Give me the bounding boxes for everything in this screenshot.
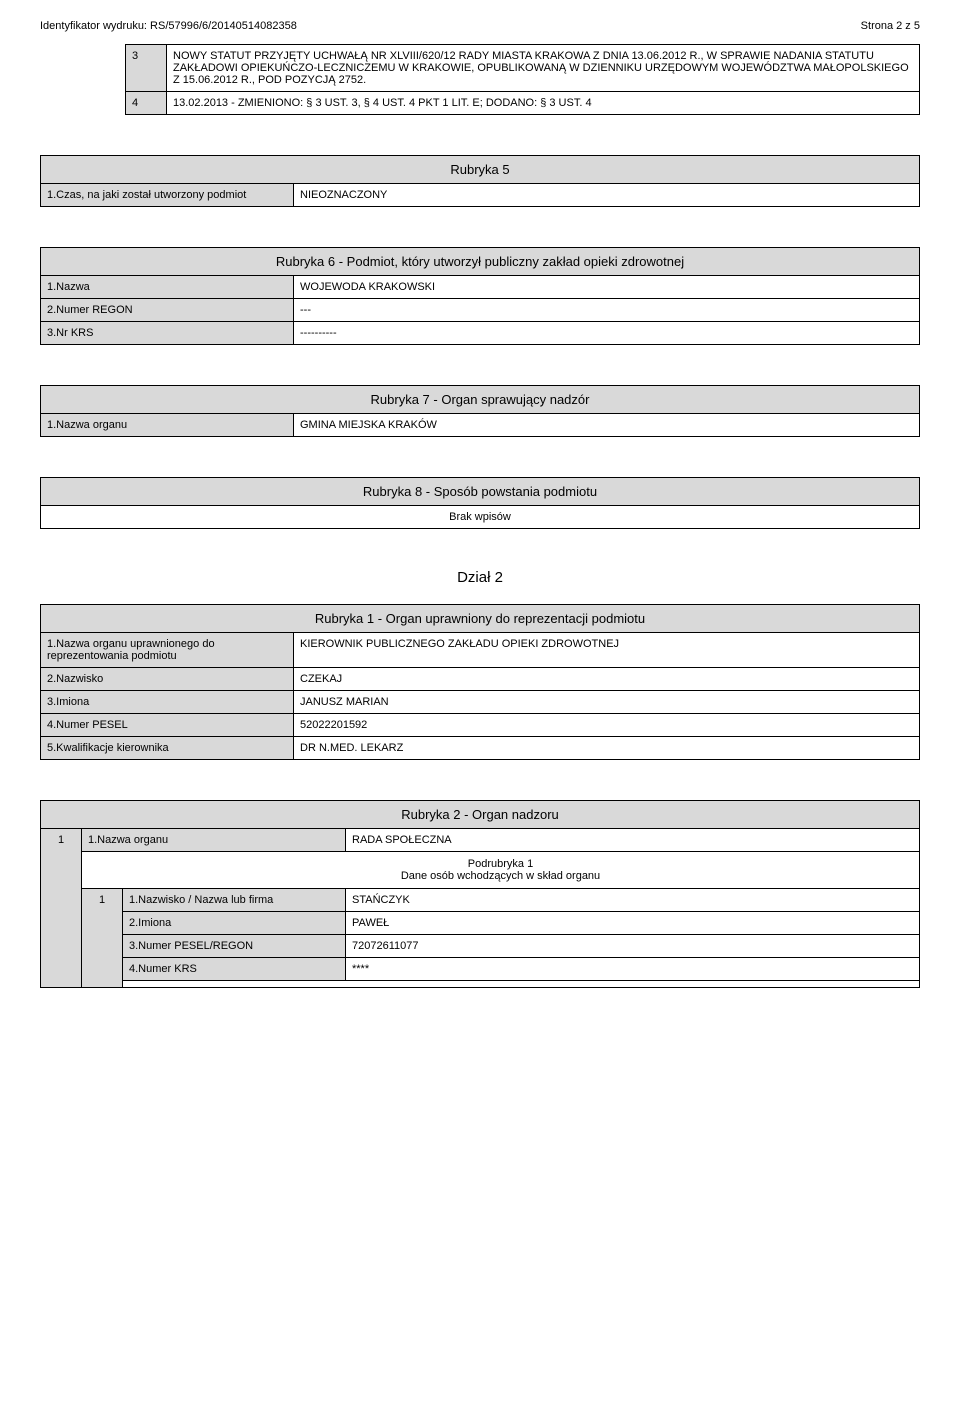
rubryka-title: Rubryka 1 - Organ uprawniony do reprezen… [41,605,920,633]
field-label: 2.Numer REGON [41,299,294,322]
field-label: 1.Nazwa organu [82,829,346,852]
field-value: ---------- [294,322,920,345]
field-label: 1.Nazwa organu uprawnionego do reprezent… [41,633,294,668]
field-value: GMINA MIEJSKA KRAKÓW [294,414,920,437]
field-value: NIEOZNACZONY [294,184,920,207]
rubryka7-table: Rubryka 7 - Organ sprawujący nadzór 1.Na… [40,385,920,437]
rubryka-title: Rubryka 2 - Organ nadzoru [41,801,920,829]
field-label: 4.Numer PESEL [41,714,294,737]
field-value: JANUSZ MARIAN [294,691,920,714]
row-text: NOWY STATUT PRZYJĘTY UCHWAŁĄ NR XLVIII/6… [167,45,920,92]
sub-title-2: Dane osób wchodzących w skład organu [88,870,913,882]
field-label: 2.Imiona [123,912,346,935]
row-num: 3 [126,45,167,92]
rubryka-title: Rubryka 7 - Organ sprawujący nadzór [41,386,920,414]
page-header: Identyfikator wydruku: RS/57996/6/201405… [40,20,920,32]
field-value: 72072611077 [346,935,920,958]
empty-row [123,981,920,988]
rubryka-title: Rubryka 5 [41,156,920,184]
field-value: KIEROWNIK PUBLICZNEGO ZAKŁADU OPIEKI ZDR… [294,633,920,668]
rubryka8-table: Rubryka 8 - Sposób powstania podmiotu Br… [40,477,920,529]
field-label: 3.Nr KRS [41,322,294,345]
d2-rubryka1-table: Rubryka 1 - Organ uprawniony do reprezen… [40,604,920,760]
print-id: Identyfikator wydruku: RS/57996/6/201405… [40,20,297,32]
rubryka6-table: Rubryka 6 - Podmiot, który utworzył publ… [40,247,920,345]
empty-body: Brak wpisów [41,506,920,529]
field-value: CZEKAJ [294,668,920,691]
field-label: 3.Numer PESEL/REGON [123,935,346,958]
dzial2-header: Dział 2 [40,569,920,586]
sub-title-1: Podrubryka 1 [88,858,913,870]
field-label: 1.Nazwa [41,276,294,299]
field-label: 5.Kwalifikacje kierownika [41,737,294,760]
field-label: 1.Nazwisko / Nazwa lub firma [123,889,346,912]
rubryka-title: Rubryka 6 - Podmiot, który utworzył publ… [41,248,920,276]
row-text: 13.02.2013 - ZMIENIONO: § 3 UST. 3, § 4 … [167,92,920,115]
field-value: DR N.MED. LEKARZ [294,737,920,760]
d2-rubryka2-table: Rubryka 2 - Organ nadzoru 1 1.Nazwa orga… [40,800,920,988]
field-label: 1.Nazwa organu [41,414,294,437]
page-number: Strona 2 z 5 [861,20,920,32]
field-value: 52022201592 [294,714,920,737]
outer-num: 1 [41,829,82,988]
rubryka-title: Rubryka 8 - Sposób powstania podmiotu [41,478,920,506]
field-value: **** [346,958,920,981]
field-label: 3.Imiona [41,691,294,714]
field-value: STAŃCZYK [346,889,920,912]
field-label: 2.Nazwisko [41,668,294,691]
statut-table: 3 NOWY STATUT PRZYJĘTY UCHWAŁĄ NR XLVIII… [125,44,920,115]
field-value: WOJEWODA KRAKOWSKI [294,276,920,299]
field-label: 4.Numer KRS [123,958,346,981]
podrubryka-title: Podrubryka 1 Dane osób wchodzących w skł… [82,852,920,889]
inner-num: 1 [82,889,123,988]
row-num: 4 [126,92,167,115]
rubryka5-table: Rubryka 5 1.Czas, na jaki został utworzo… [40,155,920,207]
field-label: 1.Czas, na jaki został utworzony podmiot [41,184,294,207]
field-value: PAWEŁ [346,912,920,935]
field-value: RADA SPOŁECZNA [346,829,920,852]
field-value: --- [294,299,920,322]
